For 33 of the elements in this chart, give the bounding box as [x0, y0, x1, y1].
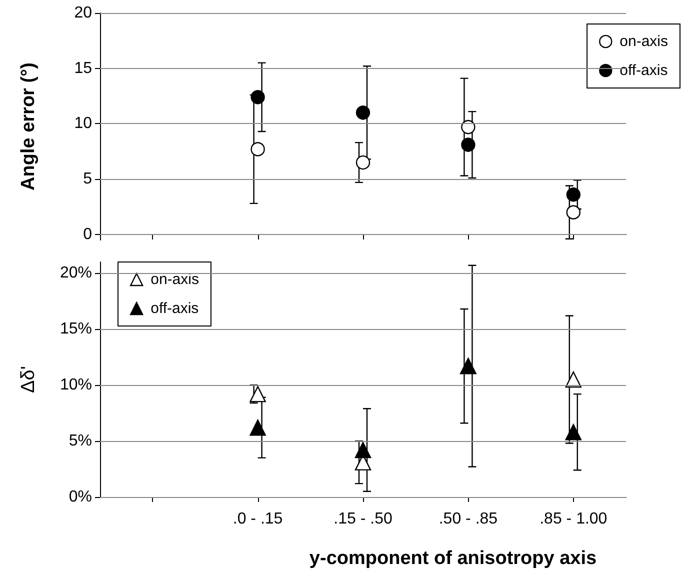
y-tick-label: 0	[83, 226, 92, 243]
y-tick-label: 5%	[68, 432, 92, 450]
legend-label: off-axis	[620, 62, 668, 79]
y-tick-label: 0%	[68, 488, 92, 506]
point	[250, 142, 265, 156]
point	[356, 106, 370, 120]
x-tick-label: .15 - .50	[334, 510, 392, 528]
point	[566, 205, 580, 220]
y-axis-title: Angle error (°)	[18, 62, 39, 190]
y-axis-title: Δδ'	[18, 366, 39, 393]
point	[461, 138, 476, 152]
x-tick-label: .0 - .15	[232, 510, 283, 528]
point	[250, 420, 266, 436]
legend-label: off-axis	[150, 300, 199, 317]
y-tick-label: 20	[74, 4, 92, 22]
point	[461, 120, 476, 134]
point	[565, 424, 582, 440]
point	[354, 442, 372, 458]
y-tick-label: 15%	[60, 320, 92, 338]
legend-label: on-axis	[150, 271, 199, 288]
point	[566, 188, 580, 202]
x-axis-title: y-component of anisotropy axis	[309, 548, 597, 569]
y-tick-label: 10	[74, 115, 92, 132]
point	[356, 155, 370, 170]
x-tick-label: .85 - 1.00	[540, 510, 608, 528]
y-tick-label: 15	[74, 60, 92, 77]
point	[250, 90, 265, 104]
legend-label: on-axis	[620, 33, 668, 50]
x-tick-label: .50 - .85	[438, 510, 498, 528]
y-tick-label: 5	[83, 170, 92, 188]
y-tick-label: 20%	[60, 264, 92, 282]
point	[250, 386, 266, 402]
y-tick-label: 10%	[60, 376, 92, 394]
